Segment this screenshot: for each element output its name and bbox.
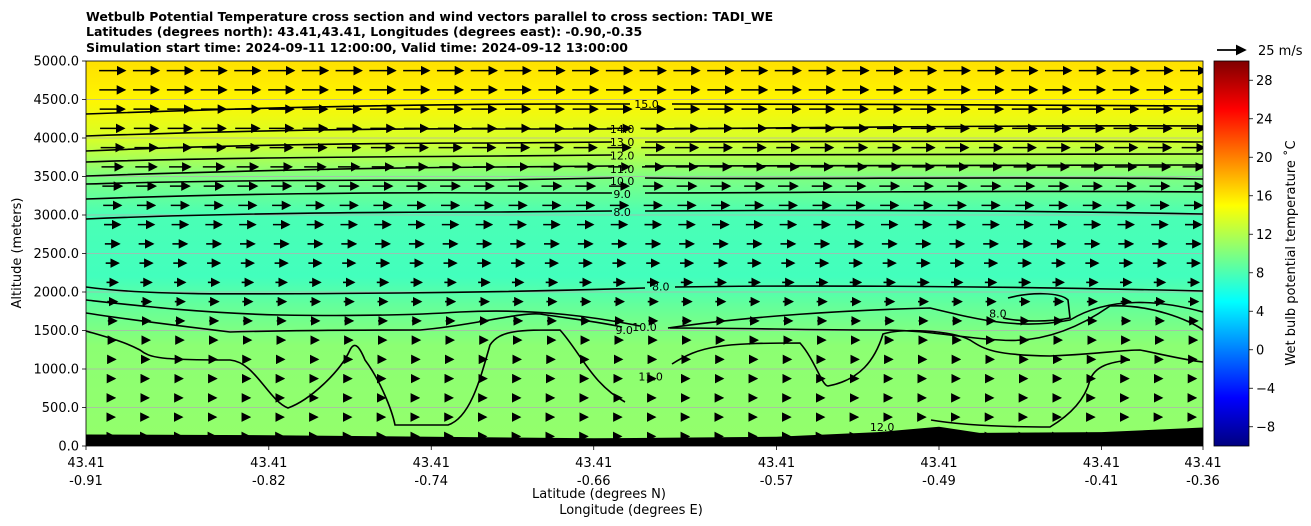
- x-tick-label-lon: -0.57: [760, 474, 794, 489]
- contour-label: 11.0: [638, 371, 663, 384]
- colorbar-label: Wet bulb potential temperature ˚C: [1283, 140, 1299, 365]
- contour-8-lower: [86, 285, 1203, 295]
- x-tick-label-lon: -0.36: [1186, 474, 1220, 489]
- x-tick-label-lat: 43.41: [575, 456, 612, 471]
- x-axis-label-lon: Longitude (degrees E): [559, 503, 703, 518]
- title-block: Wetbulb Potential Temperature cross sect…: [86, 9, 773, 55]
- colorbar: −8 −4 0 4 8 12 16 20 24 28 Wet bulb potential tem…: [1213, 60, 1299, 447]
- x-tick-label-lon: -0.66: [577, 474, 611, 489]
- y-tick-label: 500.0: [42, 401, 79, 416]
- y-tick-label: 3500.0: [34, 170, 80, 185]
- x-tick-label-lat: 43.41: [758, 456, 795, 471]
- contour-label: 15.0: [634, 98, 659, 111]
- colorbar-tick-label: 12: [1256, 228, 1273, 243]
- x-tick-label-lat: 43.41: [413, 456, 450, 471]
- colorbar-tick-label: 28: [1256, 74, 1273, 89]
- colorbar-tick-label: 24: [1256, 112, 1273, 127]
- contour-label: 10.0: [632, 321, 657, 334]
- y-tick-label: 3000.0: [34, 209, 80, 224]
- x-tick-label-lat: 43.41: [1083, 456, 1120, 471]
- plot-area: 15.014.013.012.011.010.09.08.08.010.09.0…: [86, 61, 1203, 446]
- y-axis-label: Altitude (meters): [10, 198, 25, 309]
- y-tick-label: 4000.0: [34, 132, 80, 147]
- wind-reference-label: 25 m/s: [1258, 44, 1303, 59]
- terrain: [86, 426, 1203, 446]
- contour-label: 11.0: [610, 163, 635, 176]
- y-axis: 0.0 500.0 1000.0 1500.0 2000.0 2500.0 3000.0 35…: [34, 55, 86, 455]
- y-tick-label: 0.0: [58, 440, 79, 455]
- x-tick-label-lat: 43.41: [1184, 456, 1221, 471]
- x-tick-label-lon: -0.49: [922, 474, 956, 489]
- y-tick-label: 1500.0: [34, 324, 80, 339]
- x-tick-label-lon: -0.74: [414, 474, 448, 489]
- title-line: Simulation start time: 2024-09-11 12:00:…: [86, 40, 628, 55]
- y-tick-label: 4500.0: [34, 93, 80, 108]
- x-tick-label-lon: -0.41: [1085, 474, 1119, 489]
- title-line: Latitudes (degrees north): 43.41,43.41, …: [86, 24, 642, 39]
- contour-8-upper: [86, 209, 1203, 220]
- contour-10: [86, 177, 1203, 185]
- colorbar-tick-label: −8: [1256, 420, 1275, 435]
- contour-13: [86, 140, 1203, 152]
- contour-label: 8.0: [989, 308, 1007, 321]
- contour-label: 14.0: [610, 123, 635, 136]
- title-line: Wetbulb Potential Temperature cross sect…: [86, 9, 773, 25]
- contour-label: 9.0: [615, 324, 633, 337]
- contour-label: 9.0: [613, 188, 631, 201]
- y-tick-label: 2500.0: [34, 247, 80, 262]
- x-tick-label-lon: -0.82: [252, 474, 286, 489]
- contour-label: 12.0: [610, 150, 635, 163]
- contour-11: [86, 329, 1203, 426]
- x-tick-label-lat: 43.41: [67, 456, 104, 471]
- colorbar-tick-label: −4: [1256, 382, 1275, 397]
- colorbar-tick-label: 4: [1256, 305, 1264, 320]
- y-tick-label: 2000.0: [34, 286, 80, 301]
- x-axis-label-lat: Latitude (degrees N): [532, 487, 666, 502]
- colorbar-tick-label: 16: [1256, 189, 1273, 204]
- colorbar-tick-label: 8: [1256, 266, 1264, 281]
- colorbar-tick-label: 0: [1256, 343, 1264, 358]
- y-tick-label: 5000.0: [34, 55, 80, 70]
- contour-label: 8.0: [613, 206, 631, 219]
- contour-label: 12.0: [870, 421, 895, 434]
- colorbar-fill: [1213, 60, 1250, 447]
- colorbar-ticks: −8 −4 0 4 8 12 16 20 24 28: [1249, 74, 1275, 435]
- x-tick-label-lat: 43.41: [920, 456, 957, 471]
- y-tick-label: 1000.0: [34, 363, 80, 378]
- contour-9: [86, 190, 1203, 200]
- x-axis: 43.41 -0.91 43.41 -0.82 43.41 -0.74 43.41 -0.66…: [67, 446, 1222, 489]
- x-tick-label-lon: -0.91: [69, 474, 103, 489]
- colorbar-tick-label: 20: [1256, 151, 1273, 166]
- contour-12: [86, 152, 1203, 163]
- contour-12: [930, 359, 1131, 428]
- x-tick-label-lat: 43.41: [250, 456, 287, 471]
- wind-reference-key: 25 m/s: [1217, 44, 1303, 59]
- wind-vectors: [99, 65, 1203, 442]
